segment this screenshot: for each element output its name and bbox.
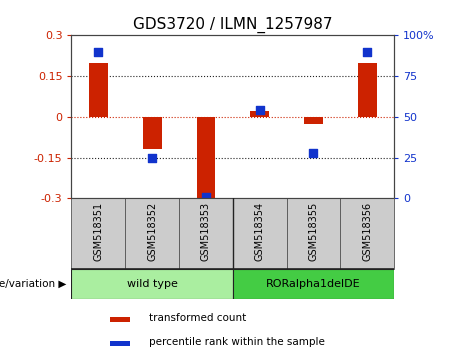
Point: [95, 49, 102, 55]
Bar: [71, 269, 233, 299]
Text: GSM518353: GSM518353: [201, 202, 211, 261]
Text: GSM518356: GSM518356: [362, 202, 372, 261]
Bar: [143, 117, 161, 149]
Text: GSM518355: GSM518355: [308, 202, 319, 261]
Bar: [71, 198, 125, 269]
Text: transformed count: transformed count: [149, 313, 246, 323]
Bar: [358, 63, 377, 117]
Text: genotype/variation ▶: genotype/variation ▶: [0, 279, 67, 289]
Text: GSM518351: GSM518351: [93, 202, 103, 261]
Bar: [179, 198, 233, 269]
Text: wild type: wild type: [127, 279, 177, 289]
Bar: [250, 112, 269, 117]
Point: [148, 155, 156, 160]
Bar: [304, 117, 323, 124]
Bar: [196, 117, 215, 198]
Point: [202, 194, 210, 199]
Bar: [233, 198, 287, 269]
Point: [310, 150, 317, 155]
Text: RORalpha1delDE: RORalpha1delDE: [266, 279, 361, 289]
Bar: [89, 63, 108, 117]
Bar: [340, 198, 394, 269]
Point: [256, 108, 263, 113]
Bar: [110, 317, 130, 322]
Bar: [287, 198, 340, 269]
Point: [364, 49, 371, 55]
Bar: [233, 269, 394, 299]
Text: GSM518352: GSM518352: [147, 202, 157, 261]
Text: percentile rank within the sample: percentile rank within the sample: [149, 337, 325, 347]
Bar: [125, 198, 179, 269]
Bar: [110, 341, 130, 346]
Text: GSM518354: GSM518354: [254, 202, 265, 261]
Title: GDS3720 / ILMN_1257987: GDS3720 / ILMN_1257987: [133, 16, 332, 33]
